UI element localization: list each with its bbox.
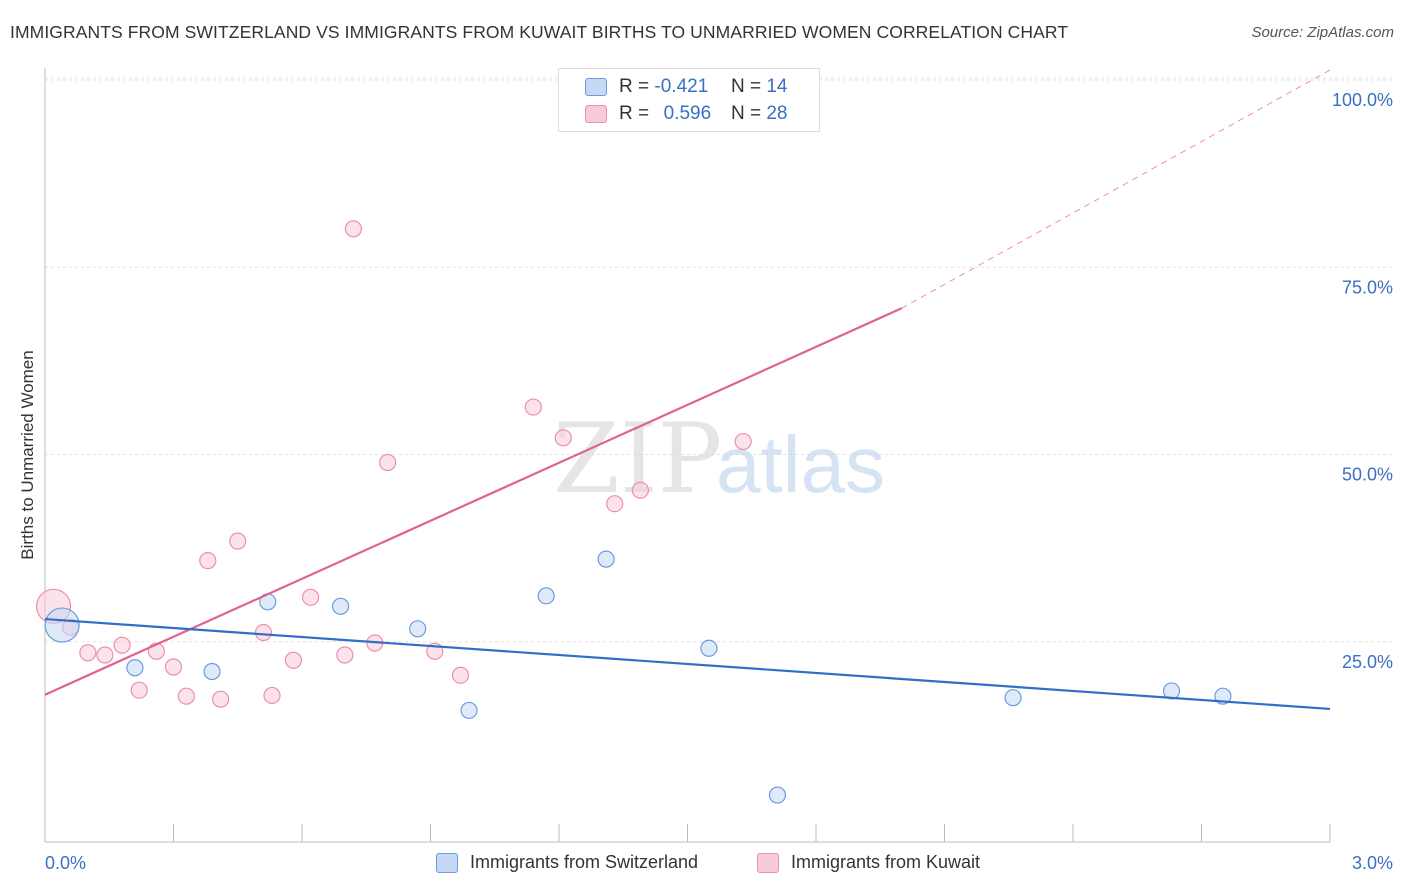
kuwait-trend-extension — [901, 69, 1331, 309]
switzerland-point — [331, 597, 350, 615]
n-label: N = — [730, 103, 762, 124]
y-tick-label: 25.0% — [1342, 652, 1393, 672]
legend-label: Immigrants from Switzerland — [470, 852, 699, 872]
y-tick-label: 50.0% — [1342, 465, 1393, 485]
kuwait-point — [229, 532, 247, 550]
kuwait-point — [284, 651, 303, 669]
kuwait-point — [379, 453, 397, 472]
chart-title: IMMIGRANTS FROM SWITZERLAND VS IMMIGRANT… — [10, 22, 1069, 42]
switzerland-swatch — [436, 852, 458, 873]
kuwait-point — [199, 552, 217, 570]
n-label: N = — [730, 76, 762, 97]
switzerland-point — [409, 620, 427, 638]
kuwait-swatch — [757, 852, 779, 873]
switzerland-point — [768, 786, 787, 804]
switzerland-point — [126, 659, 144, 677]
kuwait-point — [301, 588, 320, 606]
kuwait-point — [130, 681, 148, 699]
switzerland-point — [537, 587, 555, 605]
kuwait-point — [96, 646, 114, 664]
switzerland-point — [597, 550, 615, 568]
r-value: -0.421 — [654, 76, 709, 97]
switzerland-trend-line — [44, 617, 1331, 711]
r-value: 0.596 — [663, 103, 712, 124]
switzerland-point — [1162, 682, 1181, 700]
kuwait-point — [177, 687, 195, 705]
kuwait-point — [254, 623, 273, 642]
x-tick-label: 3.0% — [1352, 853, 1393, 873]
kuwait-trend-line — [44, 307, 903, 696]
bottom-legend-kuwait: Immigrants from Kuwait — [757, 852, 980, 873]
kuwait-point — [113, 636, 131, 654]
x-tick-label: 0.0% — [45, 853, 86, 873]
kuwait-point — [606, 495, 624, 513]
legend-label: Immigrants from Kuwait — [791, 852, 981, 872]
legend-row-kuwait: R = 0.596 N = 28 — [585, 102, 787, 126]
switzerland-point — [203, 662, 221, 681]
n-value: 14 — [766, 76, 788, 97]
r-label: R = — [619, 76, 650, 97]
kuwait-point — [344, 220, 362, 238]
kuwait-point — [554, 429, 572, 447]
kuwait-point — [212, 690, 230, 708]
kuwait-point — [734, 432, 752, 451]
kuwait-point — [263, 686, 281, 705]
n-value: 28 — [766, 103, 788, 124]
y-tick-label: 75.0% — [1342, 277, 1393, 297]
kuwait-point — [164, 658, 183, 676]
kuwait-point — [336, 646, 354, 664]
kuwait-swatch — [585, 105, 607, 123]
switzerland-point — [460, 701, 478, 720]
switzerland-point — [1004, 689, 1022, 707]
legend-row-switzerland: R = -0.421 N = 14 — [585, 75, 787, 99]
kuwait-point — [79, 644, 97, 662]
bottom-legend-switzerland: Immigrants from Switzerland — [436, 852, 698, 873]
r-label: R = — [619, 103, 650, 124]
correlation-legend: R = -0.421 N = 14 R = 0.596 N = 28 — [558, 68, 820, 132]
switzerland-swatch — [585, 78, 607, 96]
kuwait-point — [524, 398, 542, 416]
kuwait-point — [451, 666, 470, 684]
switzerland-point — [700, 639, 718, 657]
kuwait-point — [631, 481, 649, 499]
y-tick-label: 100.0% — [1332, 90, 1393, 110]
switzerland-point — [44, 607, 80, 643]
source-credit: Source: ZipAtlas.com — [1251, 24, 1394, 41]
